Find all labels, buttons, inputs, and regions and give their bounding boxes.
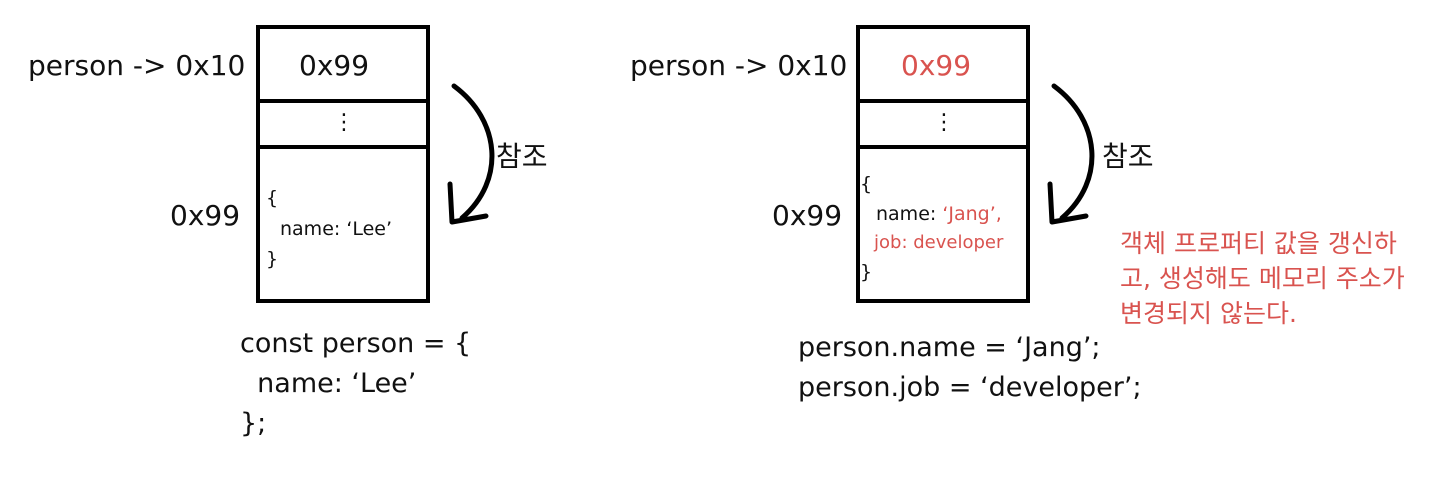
memory-block [856, 25, 1030, 303]
reference-arrow [447, 83, 495, 225]
property-key: name: [876, 203, 943, 225]
code-line: name: ‘Lee’ [240, 368, 417, 399]
note-line: 변경되지 않는다. [1120, 299, 1297, 328]
reference-arrow [1047, 83, 1095, 225]
pointer-label: person -> 0x10 [28, 49, 246, 82]
memory-divider [256, 145, 430, 149]
object-open-brace: { [860, 173, 873, 195]
object-property-job: job: developer [874, 232, 1004, 253]
ellipsis: ⋮ [933, 110, 955, 135]
memory-block [256, 25, 430, 303]
object-address-label: 0x99 [772, 199, 843, 232]
memory-divider [856, 145, 1030, 149]
ellipsis: ⋮ [333, 110, 355, 135]
object-address-label: 0x99 [170, 199, 241, 232]
code-line: }; [240, 408, 267, 439]
memory-divider [856, 99, 1030, 103]
object-property-name: name: ‘Lee’ [280, 218, 393, 240]
note-line: 고, 생성해도 메모리 주소가 [1120, 264, 1405, 293]
object-property-name: name: ‘Jang’, [876, 202, 1002, 226]
memory-divider [256, 99, 430, 103]
property-value: ‘Jang’, [942, 203, 1002, 225]
reference-label: 참조 [1102, 140, 1154, 173]
cell-value: 0x99 [299, 49, 370, 82]
object-close-brace: } [860, 261, 873, 283]
code-line: const person = { [240, 328, 472, 359]
right-memory-diagram: person -> 0x10 0x99 ⋮ 0x99 { name: ‘Jang… [620, 0, 1448, 481]
object-open-brace: { [266, 187, 279, 209]
cell-value: 0x99 [901, 49, 972, 82]
object-close-brace: } [266, 248, 279, 270]
note-line: 객체 프로퍼티 값을 갱신하 [1120, 229, 1397, 258]
left-memory-diagram: person -> 0x10 0x99 ⋮ 0x99 { name: ‘Lee’… [0, 0, 620, 481]
reference-label: 참조 [496, 140, 548, 173]
code-line: person.job = ‘developer’; [798, 372, 1142, 403]
pointer-label: person -> 0x10 [630, 49, 848, 82]
code-line: person.name = ‘Jang’; [798, 332, 1101, 363]
